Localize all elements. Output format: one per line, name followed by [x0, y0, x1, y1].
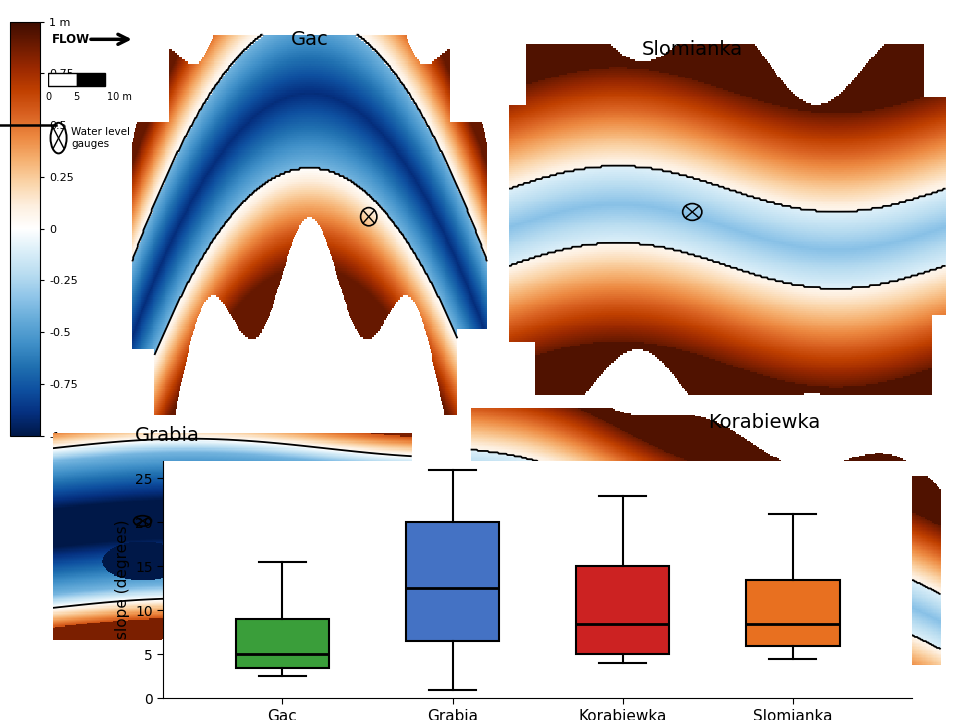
Text: 0: 0: [45, 91, 51, 102]
Bar: [77, 73, 105, 86]
PathPatch shape: [235, 619, 329, 667]
Text: FLOW: FLOW: [52, 33, 90, 46]
Bar: [48, 73, 77, 86]
PathPatch shape: [576, 567, 669, 654]
Text: 10 m: 10 m: [108, 91, 132, 102]
Text: Grabia: Grabia: [134, 426, 200, 445]
Text: Korabiewka: Korabiewka: [708, 413, 821, 432]
Text: 5: 5: [73, 91, 80, 102]
PathPatch shape: [746, 580, 840, 646]
Text: Water level
gauges: Water level gauges: [71, 127, 131, 149]
Y-axis label: slope (degrees): slope (degrees): [114, 520, 130, 639]
PathPatch shape: [406, 523, 499, 642]
Text: Gac: Gac: [291, 30, 328, 50]
Text: Slomianka: Slomianka: [641, 40, 743, 59]
